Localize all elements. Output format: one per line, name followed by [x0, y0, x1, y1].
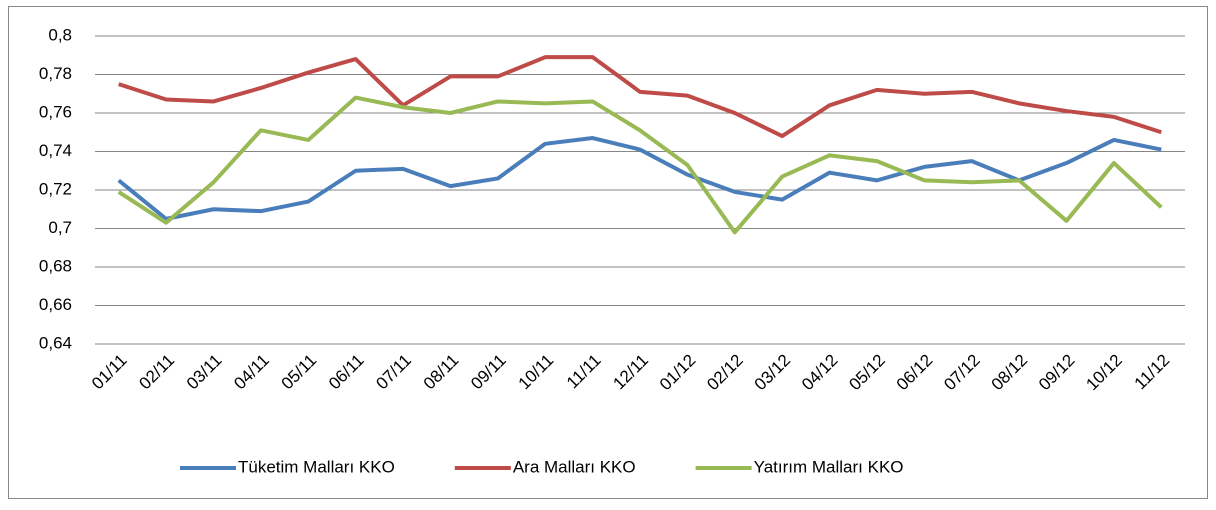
y-tick-label: 0,66: [39, 295, 72, 314]
legend-label: Yatırım Malları KKO: [754, 457, 904, 476]
y-tick-label: 0,76: [39, 102, 72, 121]
chart-border: [8, 6, 1208, 499]
legend-label: Ara Malları KKO: [513, 457, 636, 476]
y-tick-label: 0,78: [39, 64, 72, 83]
series-line: [117, 95, 1163, 235]
y-tick-label: 0,64: [39, 333, 72, 352]
series-line: [118, 55, 1162, 139]
y-tick-label: 0,72: [39, 179, 72, 198]
y-tick-label: 0,68: [39, 256, 72, 275]
y-tick-label: 0,8: [48, 25, 72, 44]
y-tick-label: 0,74: [39, 141, 72, 160]
y-tick-label: 0,7: [48, 218, 72, 237]
series-line: [117, 136, 1162, 221]
legend-label: Tüketim Malları KKO: [238, 457, 395, 476]
